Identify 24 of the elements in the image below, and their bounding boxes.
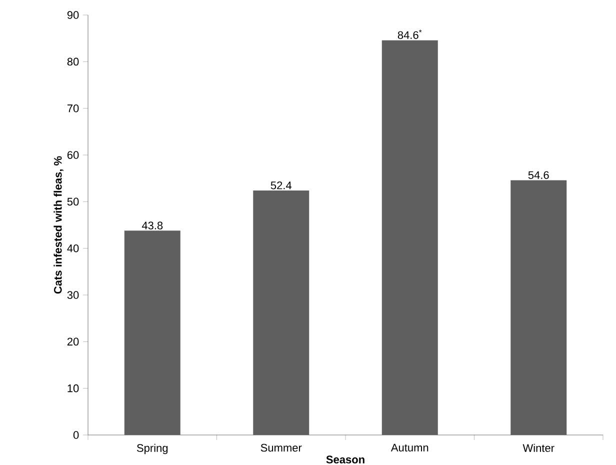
bar [253, 190, 310, 435]
y-tick-label: 80 [67, 58, 79, 66]
y-tick-label: 60 [67, 151, 79, 159]
y-tick-label: 50 [67, 198, 79, 206]
bar [510, 180, 567, 435]
x-tick-label: Spring [136, 444, 168, 454]
y-tick-label: 90 [67, 11, 79, 19]
y-axis-title: Cats infested with fleas, % [54, 156, 64, 294]
x-axis-title: Season [326, 456, 364, 464]
y-tick-label: 20 [67, 338, 79, 346]
y-tick-label: 30 [67, 291, 79, 299]
y-tick-label: 70 [67, 104, 79, 112]
bar [124, 230, 180, 435]
bar [382, 40, 438, 435]
data-label: 43.8 [142, 222, 163, 230]
y-tick-label: 0 [73, 431, 79, 439]
x-tick-label: Summer [260, 444, 302, 452]
x-tick-label: Autumn [390, 444, 428, 452]
data-label: 52.4 [270, 181, 292, 190]
data-label: 84.6$^{*}$ [398, 30, 422, 39]
y-tick-label: 40 [67, 244, 79, 252]
y-tick-label: 10 [68, 384, 79, 392]
x-tick-label: Winter [522, 444, 554, 452]
data-label: 54.6 [528, 171, 549, 179]
